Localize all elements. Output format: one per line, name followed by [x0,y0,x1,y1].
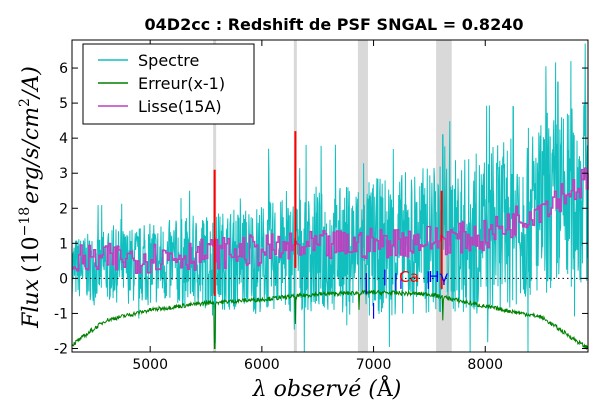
y-axis-ticks: -2 -1 0 1 2 3 4 5 6 [54,61,588,357]
x-tick-label: 6000 [244,357,280,373]
line-label: Hγ [428,268,448,286]
y-axis-label-open: (10 [19,236,44,273]
line-markers: Ca Hγ [365,268,449,319]
y-axis-label: Flux (10−18 erg/s/cm2/A) [17,66,44,329]
x-axis-label-main: λ observé ( [252,377,378,400]
line-label: Ca [399,268,419,286]
x-tick-label: 8000 [467,357,503,373]
y-tick-label: -1 [54,306,68,322]
series-layer [71,43,589,353]
x-tick-label: 7000 [356,357,392,373]
y-tick-label: -2 [54,341,68,357]
y-tick-label: 2 [59,201,68,217]
y-tick-label: 6 [59,61,68,77]
error-line [71,289,589,350]
y-axis-label-exponent: −18 [17,207,33,237]
x-tick-label: 5000 [132,357,168,373]
y-tick-label: 1 [59,236,68,252]
y-tick-label: 4 [59,131,68,147]
x-axis-label-close: ) [392,377,402,400]
x-axis-label: λ observé (Å) [252,374,402,400]
smooth-line [72,167,589,274]
x-axis-label-unit: Å [376,374,394,400]
legend-box [82,43,255,125]
y-axis-label-word: Flux [19,278,44,328]
legend-label-spectre: Spectre [138,51,199,70]
chart-title: 04D2cc : Redshift de PSF SNGAL = 0.8240 [145,15,524,34]
y-tick-label: 3 [59,166,68,182]
y-axis-label-tail: /A) [19,66,44,100]
y-axis-label-units: erg/s/cm [19,107,44,204]
spectrum-line [71,43,589,353]
y-tick-label: 5 [59,96,68,112]
telluric-band [357,40,368,352]
legend: Spectre Erreur(x-1) Lisse(15A) [82,43,255,125]
legend-label-lisse: Lisse(15A) [138,97,222,116]
sky-lines [213,131,443,296]
plot-frame [71,39,589,353]
y-axis-label-square: 2 [17,98,33,107]
legend-label-erreur: Erreur(x-1) [138,74,225,93]
y-tick-label: 0 [59,271,68,287]
x-axis-ticks: 5000 6000 7000 8000 [132,40,503,373]
